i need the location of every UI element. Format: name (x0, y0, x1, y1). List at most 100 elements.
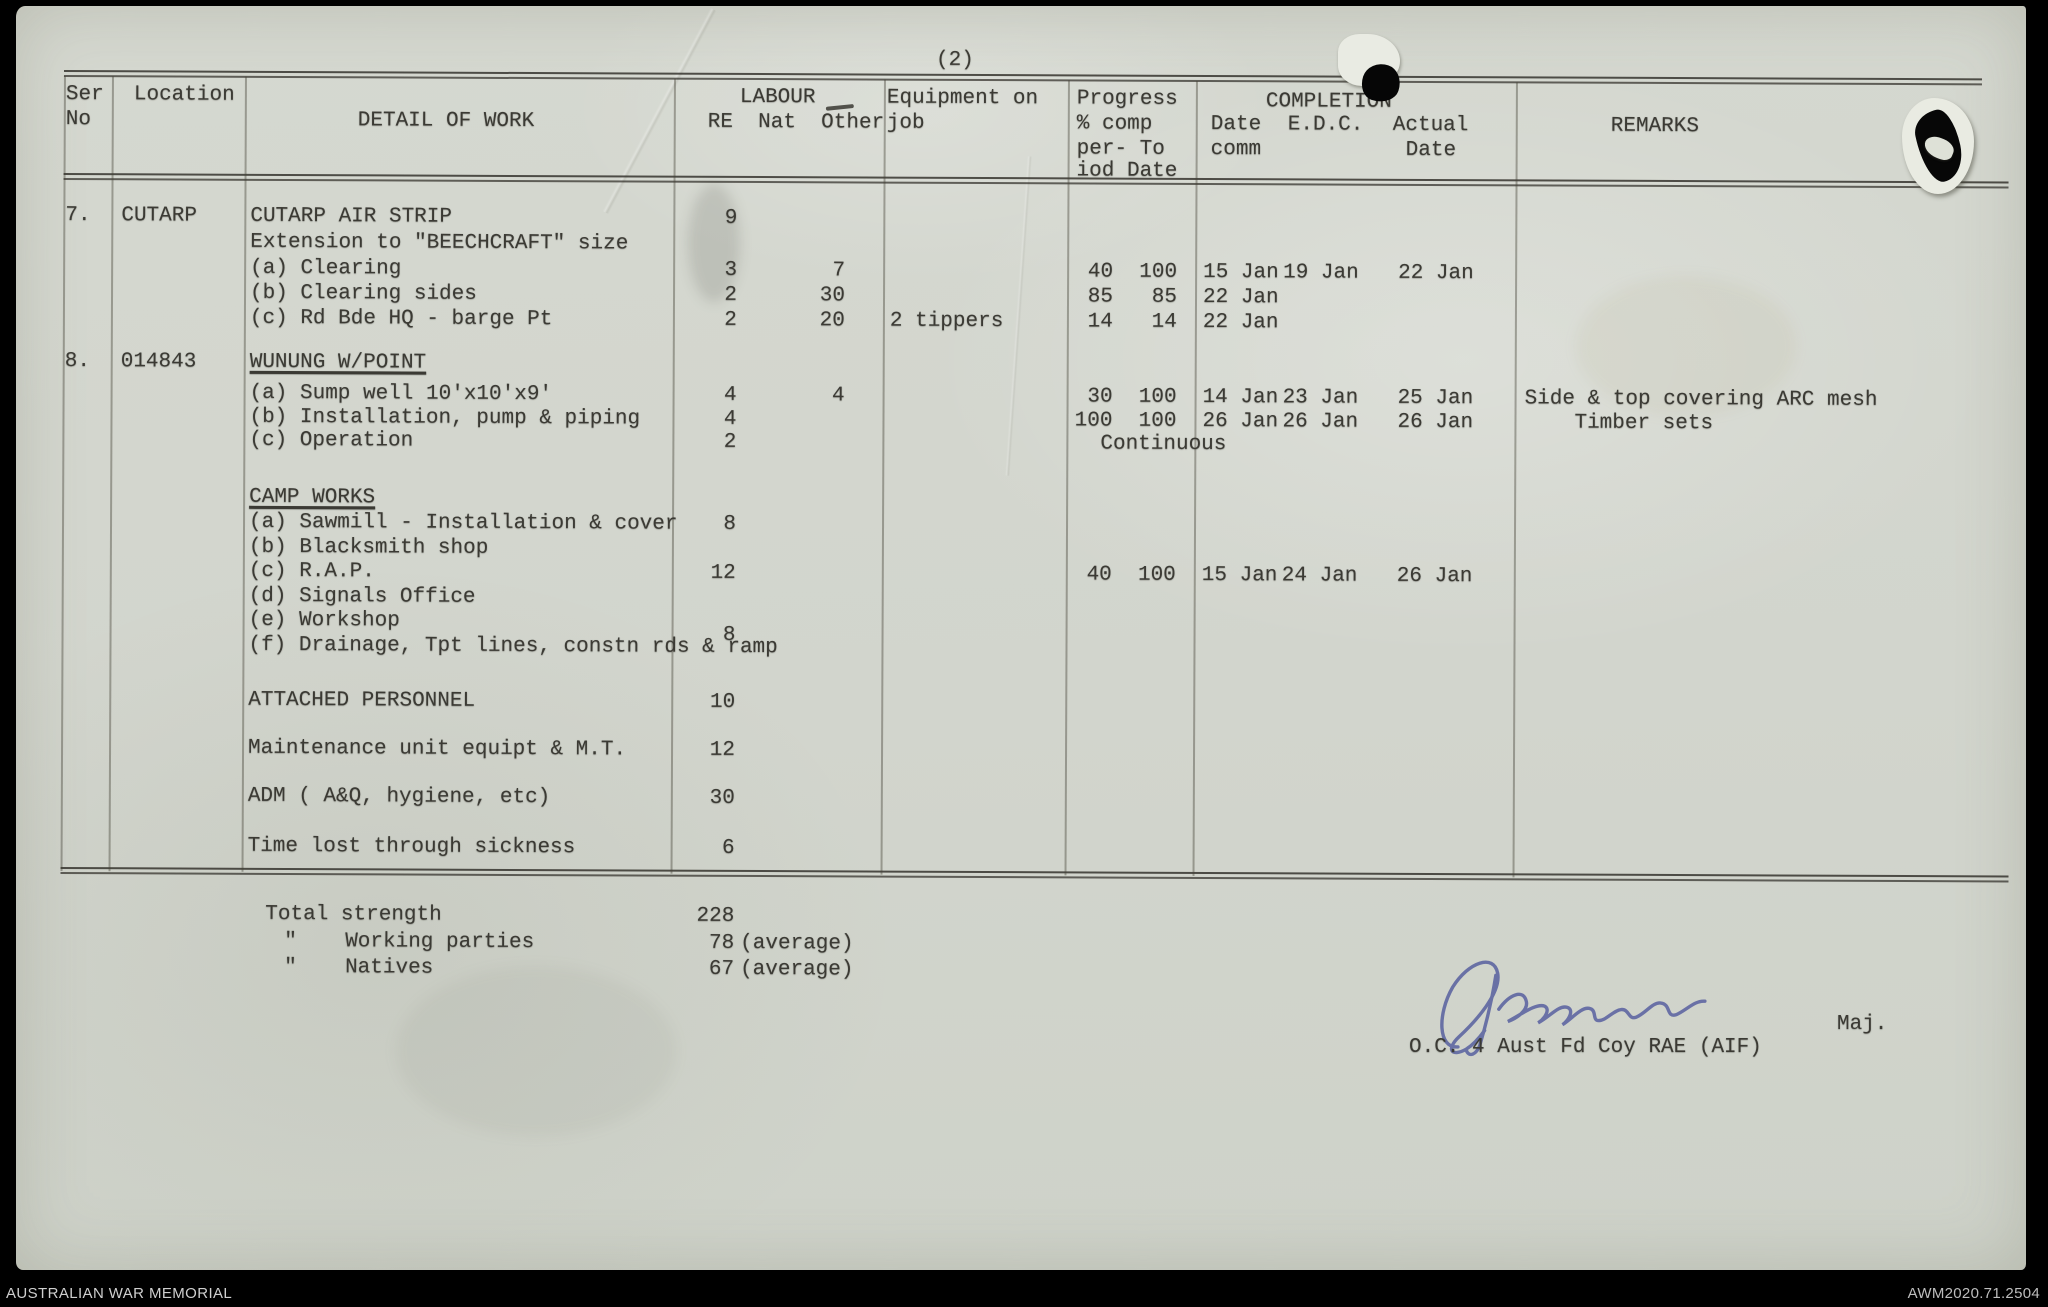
cell-detail: (c) R.A.P. (248, 559, 375, 584)
cell-date-comm: 15 Jan (1201, 563, 1278, 588)
cell-detail: Extension to "BEECHCRAFT" size (250, 230, 629, 256)
unit-signoff-line: O.C. 4 Aust Fd Coy RAE (AIF) (1409, 1036, 1762, 1059)
cell-detail: (a) Clearing (250, 256, 402, 281)
cell-detail: (c) Operation (249, 428, 414, 453)
typed-content-layer: (2) Ser Location LABOUR Equipment on Pro… (11, 6, 2026, 1279)
page-number: (2) (936, 48, 974, 72)
col-header-equipment: Equipment on (886, 86, 1039, 111)
cell-date-comm: 15 Jan (1203, 260, 1279, 285)
cell-detail: (b) Clearing sides (249, 281, 477, 306)
paper-sheet: (2) Ser Location LABOUR Equipment on Pro… (16, 6, 2026, 1270)
cell-pct-period: 40 (1086, 563, 1112, 587)
cell-labour-re: 4 (723, 407, 737, 431)
col-header-date-comm: Date (1210, 113, 1262, 137)
col-header-labour: LABOUR (739, 85, 816, 110)
cell-actual-date: 26 Jan (1397, 410, 1474, 435)
cell-detail: (c) Rd Bde HQ - barge Pt (249, 306, 553, 332)
cell-detail: ATTACHED PERSONNEL (248, 688, 476, 713)
table-row: Time lost through sickness 6 (13, 833, 2023, 868)
col-header-progress-4: iod Date (1076, 159, 1178, 183)
cell-actual-date: 25 Jan (1397, 386, 1474, 411)
cell-detail: Maintenance unit equipt & M.T. (248, 736, 627, 762)
cell-pct-to-date: 100 (1137, 563, 1176, 587)
cell-date-comm: 26 Jan (1202, 409, 1279, 434)
col-header-progress: Progress (1076, 87, 1178, 111)
handwritten-signature (1440, 960, 1707, 1057)
cell-labour-re: 2 (724, 308, 737, 332)
table-rule-bottom (60, 866, 2009, 883)
cell-labour-nat: 7 (832, 259, 846, 283)
cell-edc: 19 Jan (1283, 261, 1359, 285)
col-header-edc: E.D.C. (1287, 113, 1364, 137)
ditto-mark: " (284, 955, 297, 980)
cell-pct-period: 40 (1087, 260, 1114, 284)
col-header-date-comm-2: comm (1210, 138, 1262, 162)
cell-ser: 8. (64, 350, 91, 374)
cell-location: 014843 (120, 350, 197, 374)
col-header-remarks: REMARKS (1610, 114, 1700, 139)
cell-pct-period: 30 (1087, 385, 1113, 409)
paper-stain (396, 966, 676, 1136)
cell-pct-to-date: 100 (1138, 409, 1177, 433)
cell-remarks: Timber sets (1574, 411, 1714, 436)
cell-detail: Time lost through sickness (247, 834, 576, 860)
table-row: Maintenance unit equipt & M.T. 12 (13, 735, 2023, 770)
cell-edc: 26 Jan (1282, 410, 1359, 434)
cell-pct-period: 100 (1074, 409, 1113, 433)
cell-detail: ADM ( A&Q, hygiene, etc) (247, 784, 551, 810)
total-value: 78 (708, 931, 735, 955)
col-header-actual: Actual (1392, 113, 1469, 138)
ink-smudge (688, 184, 740, 302)
cell-remarks: Side & top covering ARC mesh (1524, 387, 1878, 412)
cell-pct-to-date: 85 (1151, 285, 1178, 309)
total-label: Natives (345, 956, 434, 980)
cell-pct-to-date: 100 (1138, 385, 1177, 409)
cell-detail: (a) Sump well 10'x10'x9' (249, 381, 553, 407)
col-header-location: Location (133, 83, 235, 107)
cell-labour-re: 4 (723, 383, 737, 407)
cell-date-comm: 22 Jan (1202, 285, 1279, 310)
cell-detail: (e) Workshop (248, 608, 400, 633)
table-row: 8. 014843 WUNUNG W/POINT (15, 349, 2025, 384)
cell-labour-re: 2 (724, 283, 738, 307)
table-rule-top (63, 70, 1982, 86)
cell-labour-re: 2 (723, 430, 737, 454)
table-row: ADM ( A&Q, hygiene, etc) 30 (13, 783, 2023, 818)
cell-detail-section-title: WUNUNG W/POINT (249, 350, 427, 375)
table-row: ATTACHED PERSONNEL 10 (13, 687, 2023, 722)
cell-pct-to-date: 14 (1151, 310, 1177, 334)
total-note: (average) (740, 957, 854, 982)
cell-detail: (b) Blacksmith shop (248, 535, 489, 560)
col-header-progress-2: % comp (1076, 112, 1153, 136)
cell-labour-re: 6 (721, 836, 735, 860)
cell-labour-nat: 30 (819, 284, 846, 308)
archive-catalog-number: AWM2020.71.2504 (1907, 1285, 2040, 1302)
col-header-labour-sub: RE Nat Other (707, 110, 885, 135)
table-rule-header (63, 172, 2009, 189)
cell-labour-re: 30 (709, 786, 735, 810)
total-value: 228 (696, 904, 735, 928)
cell-pct-period: 85 (1087, 285, 1114, 309)
cell-date-comm: 14 Jan (1202, 385, 1279, 410)
cell-detail-section-title: CAMP WORKS (249, 485, 376, 510)
col-header-actual-2: Date (1405, 138, 1457, 163)
cell-labour-re: 8 (723, 512, 737, 536)
cell-progress-note: Continuous (1100, 432, 1227, 457)
cell-edc: 23 Jan (1282, 386, 1359, 410)
cell-detail: CUTARP AIR STRIP (250, 204, 453, 229)
cell-date-comm: 22 Jan (1202, 310, 1279, 335)
total-label: Total strength (265, 902, 442, 927)
cell-detail: (a) Sawmill - Installation & cover (248, 510, 678, 536)
cell-labour-re: 3 (724, 258, 738, 282)
cell-detail: (f) Drainage, Tpt lines, constn rds & ra… (248, 633, 778, 660)
col-header-equipment-2: job (886, 111, 925, 135)
cell-actual-date: 22 Jan (1398, 261, 1474, 286)
cell-detail: (d) Signals Office (248, 584, 476, 609)
cell-location: CUTARP (121, 204, 198, 228)
cell-actual-date: 26 Jan (1396, 564, 1473, 589)
cell-labour-re: 10 (709, 690, 736, 714)
cell-labour-re: 12 (710, 561, 736, 585)
total-note: (average) (740, 931, 854, 956)
total-label: Working parties (345, 930, 535, 955)
